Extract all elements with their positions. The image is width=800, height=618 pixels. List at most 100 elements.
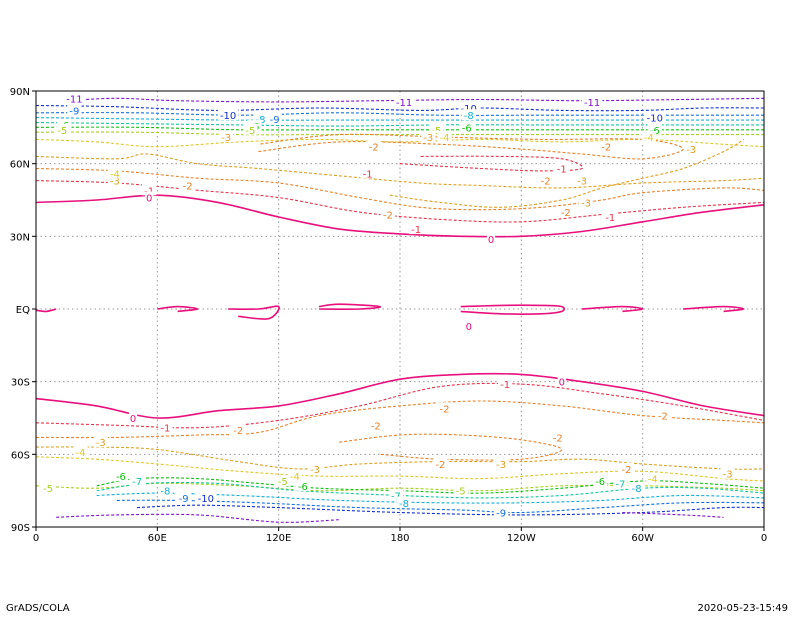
contour-label: -8 [464, 111, 474, 122]
contour-label-bg [388, 489, 404, 501]
contour-label: -6 [116, 472, 126, 483]
contour-line-neg3 [35, 446, 765, 470]
contour-label-bg [557, 375, 566, 387]
contour-label: -10 [647, 114, 663, 125]
contour-label: -4 [439, 133, 449, 144]
contour-label-bg [684, 143, 699, 155]
contour-label-bg [574, 174, 590, 186]
contour-label: -2 [439, 404, 449, 415]
contour-label: -4 [290, 472, 300, 483]
contour-label-bg [158, 484, 173, 496]
contour-label-bg [619, 462, 634, 474]
x-tick-label: 120E [266, 533, 291, 544]
contour-label-bg [67, 104, 82, 116]
contour-label: -7 [132, 477, 142, 488]
contour-label-bg [380, 208, 396, 220]
contour-label: -1 [411, 225, 421, 236]
contour-label: -3 [221, 133, 231, 144]
contour-line-neg4 [35, 138, 765, 148]
contour-label-bg [218, 131, 234, 143]
contour-label: -3 [723, 470, 733, 481]
contour-label-bg [180, 179, 195, 191]
contour-line-zero [35, 308, 57, 313]
contour-label: 0 [466, 322, 472, 333]
contour-label-bg [93, 436, 108, 448]
contour-label-bg [129, 474, 145, 486]
x-tick-label: 120W [507, 533, 536, 544]
contour-label-bg [40, 482, 56, 494]
contour-line-zero [683, 305, 745, 313]
contour-label: -3 [310, 465, 320, 476]
contour-label-bg [554, 162, 569, 174]
contour-label-bg [464, 319, 473, 331]
contour-label-bg [73, 445, 88, 457]
grid-lines [36, 91, 764, 527]
contour-label: 0 [130, 414, 136, 425]
contour-label: -6 [298, 482, 308, 493]
contour-label-bg [307, 462, 323, 474]
contour-label: -5 [57, 126, 67, 137]
contour-line-zero [35, 372, 765, 419]
contour-label-bg [107, 167, 123, 179]
contour-line-zero [35, 194, 765, 238]
contour-line-zero [460, 304, 566, 315]
contour-label-bg [645, 472, 660, 484]
contour-label-bg [550, 431, 565, 443]
contour-label: -11 [396, 98, 412, 109]
contour-label-bg [55, 123, 70, 135]
contour-line-neg1 [35, 382, 765, 429]
contour-label-bg [603, 210, 618, 222]
software-credit: GrADS/COLA [6, 603, 70, 614]
contour-label: -5 [278, 477, 288, 488]
contour-label-bg [720, 467, 735, 479]
contour-label-bg [366, 140, 381, 152]
contour-label-bg [195, 491, 217, 503]
contour-label-bg [461, 109, 476, 121]
contour-label-bg [393, 95, 415, 107]
contour-label-bg [538, 174, 553, 186]
contour-label: -7 [615, 479, 625, 490]
contour-label-bg [368, 419, 383, 431]
contour-line-neg10 [137, 504, 765, 516]
contour-label-bg [593, 474, 608, 486]
contour-label: -1 [557, 165, 567, 176]
contour-label: -1 [500, 380, 510, 391]
contour-label: -3 [686, 145, 696, 156]
contour-label: -3 [581, 198, 591, 209]
contour-label-bg [497, 378, 513, 390]
contour-line-neg7 [96, 481, 765, 499]
contour-label-bg [243, 123, 258, 135]
contour-label: -6 [595, 477, 605, 488]
contour-line-neg1 [399, 155, 584, 172]
contour-line-neg2 [339, 433, 563, 461]
contour-label: -7 [391, 492, 401, 503]
contour-label-bg [437, 402, 452, 414]
contour-label: -2 [621, 465, 631, 476]
contour-line-neg11 [56, 513, 340, 523]
contour-label-bg [287, 470, 303, 482]
y-tick-label: 60S [11, 450, 30, 461]
contour-labels: -11-11-11-10-10-10-9-9-8-8-6-6-6-6-5-5-5… [40, 92, 735, 519]
contour-label-bg [275, 474, 290, 486]
contour-label: -2 [233, 426, 243, 437]
y-tick-label: 90N [10, 87, 30, 98]
contour-label: 0 [559, 378, 565, 389]
contour-label: -5 [245, 126, 255, 137]
timestamp: 2020-05-23-15:49 [697, 603, 788, 614]
contour-label-bg [644, 111, 666, 123]
contour-label-bg [453, 484, 468, 496]
contour-label: -4 [644, 133, 654, 144]
contour-label: -3 [577, 177, 587, 188]
contour-label-bg [655, 409, 671, 421]
contour-label-bg [433, 458, 448, 470]
contour-label-bg [459, 121, 474, 133]
contour-label-bg [458, 101, 480, 113]
contour-line-zero [581, 305, 644, 313]
y-tick-label: 30S [11, 378, 30, 389]
contour-label: -11 [584, 98, 600, 109]
contour-line-neg11 [66, 97, 765, 103]
contour-label: -2 [601, 143, 611, 154]
x-tick-label: 60W [631, 533, 654, 544]
contour-line-neg8 [96, 492, 765, 504]
contour-line-neg11 [622, 511, 724, 518]
